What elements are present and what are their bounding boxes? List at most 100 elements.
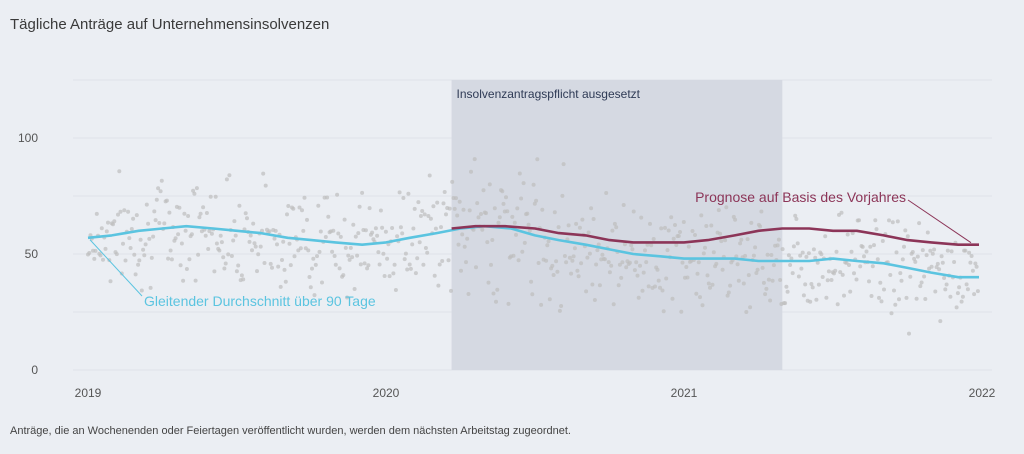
data-point bbox=[969, 254, 974, 258]
data-point bbox=[411, 226, 416, 231]
data-point bbox=[974, 264, 979, 269]
data-point bbox=[595, 248, 600, 253]
data-point bbox=[137, 258, 142, 263]
data-point bbox=[795, 241, 800, 246]
data-point bbox=[275, 242, 279, 247]
data-point bbox=[940, 260, 945, 265]
data-point bbox=[614, 225, 619, 230]
data-point bbox=[872, 243, 876, 248]
data-point bbox=[345, 295, 350, 300]
data-point bbox=[450, 179, 455, 184]
data-point bbox=[532, 201, 537, 206]
data-point bbox=[754, 271, 759, 275]
data-point bbox=[232, 219, 237, 224]
data-point bbox=[490, 238, 495, 242]
chart-title: Tägliche Anträge auf Unternehmensinsolve… bbox=[10, 16, 330, 33]
data-point bbox=[268, 261, 273, 266]
data-point bbox=[917, 221, 922, 226]
data-point bbox=[604, 191, 609, 195]
data-point bbox=[590, 282, 595, 287]
data-point bbox=[547, 297, 552, 302]
data-point bbox=[904, 295, 909, 300]
data-point bbox=[387, 274, 392, 279]
data-point bbox=[814, 297, 819, 302]
data-point bbox=[676, 234, 681, 238]
data-point bbox=[486, 280, 491, 285]
data-point bbox=[670, 296, 675, 301]
data-point bbox=[745, 237, 750, 242]
data-point bbox=[229, 254, 234, 258]
data-point bbox=[764, 286, 769, 291]
data-point bbox=[616, 283, 621, 288]
data-point bbox=[685, 275, 690, 280]
data-point bbox=[643, 248, 647, 253]
data-point bbox=[705, 273, 710, 278]
data-point bbox=[816, 282, 821, 287]
data-point bbox=[627, 260, 632, 265]
data-point bbox=[397, 190, 402, 195]
data-point bbox=[519, 196, 524, 201]
data-point bbox=[198, 211, 203, 216]
data-point bbox=[222, 266, 227, 271]
data-point bbox=[530, 292, 535, 297]
data-point bbox=[585, 255, 590, 260]
data-point bbox=[494, 299, 498, 304]
data-point bbox=[703, 245, 707, 250]
data-point bbox=[116, 212, 120, 217]
data-point bbox=[572, 246, 577, 251]
data-point bbox=[421, 262, 426, 267]
data-point bbox=[701, 251, 706, 256]
data-point bbox=[636, 295, 641, 300]
data-point bbox=[497, 215, 502, 220]
data-point bbox=[291, 206, 296, 211]
data-point bbox=[793, 213, 798, 218]
data-point bbox=[945, 248, 950, 253]
data-point bbox=[571, 254, 576, 259]
data-point bbox=[600, 252, 605, 257]
data-point bbox=[686, 244, 691, 249]
data-point bbox=[944, 282, 949, 287]
data-point bbox=[748, 305, 753, 310]
series-line-moving-average bbox=[87, 224, 979, 279]
data-point bbox=[694, 291, 699, 296]
data-point bbox=[338, 234, 343, 239]
data-point bbox=[710, 282, 715, 287]
data-point bbox=[179, 241, 184, 246]
data-point bbox=[923, 297, 928, 301]
data-point bbox=[132, 252, 137, 257]
data-point bbox=[316, 203, 321, 208]
data-point bbox=[467, 208, 472, 213]
data-point bbox=[307, 275, 312, 279]
data-point bbox=[788, 263, 793, 267]
shaded-period bbox=[451, 80, 783, 370]
data-point bbox=[193, 278, 198, 283]
data-point bbox=[894, 250, 899, 255]
data-point bbox=[416, 200, 421, 205]
data-point bbox=[390, 226, 395, 230]
data-point bbox=[510, 214, 515, 219]
data-point bbox=[586, 230, 591, 235]
data-point bbox=[839, 210, 844, 215]
data-point bbox=[845, 232, 850, 237]
data-point bbox=[526, 222, 531, 227]
data-point bbox=[611, 302, 616, 307]
data-point bbox=[564, 260, 569, 265]
data-point bbox=[706, 281, 711, 286]
data-point bbox=[288, 263, 293, 268]
data-point bbox=[98, 253, 103, 258]
data-point bbox=[292, 254, 297, 259]
data-point bbox=[462, 244, 467, 249]
data-point bbox=[515, 206, 520, 211]
data-point bbox=[476, 215, 481, 220]
data-point bbox=[178, 263, 183, 268]
data-point bbox=[785, 289, 790, 294]
data-point bbox=[181, 278, 186, 283]
data-point bbox=[187, 257, 192, 262]
data-point bbox=[778, 278, 783, 282]
x-tick-label: 2021 bbox=[671, 386, 698, 400]
data-point bbox=[819, 252, 824, 257]
data-point bbox=[151, 234, 156, 239]
data-point bbox=[245, 216, 249, 221]
data-point bbox=[889, 311, 894, 316]
data-point bbox=[391, 271, 396, 276]
